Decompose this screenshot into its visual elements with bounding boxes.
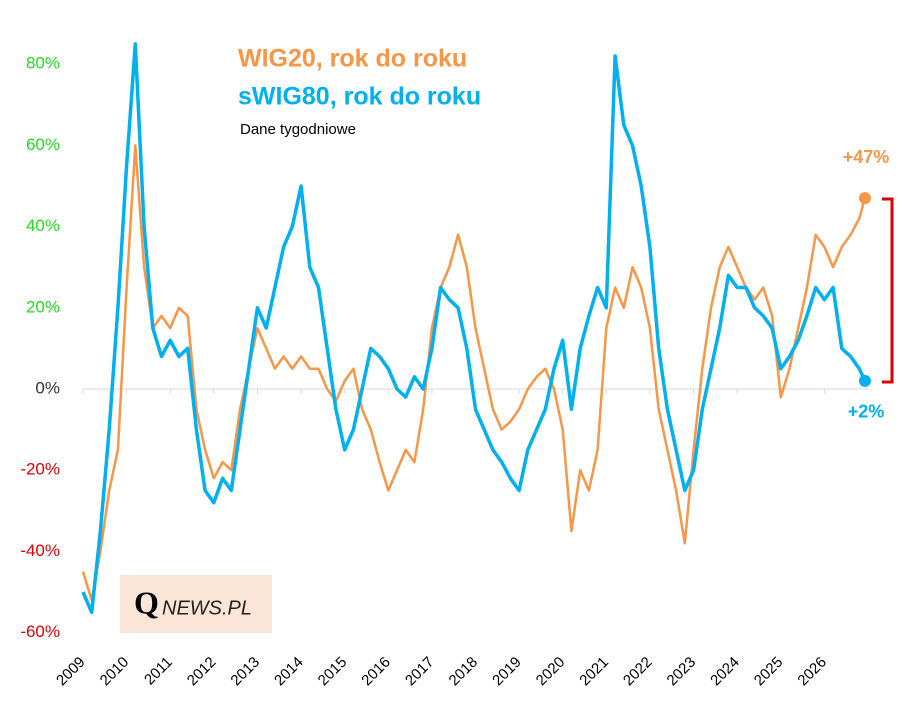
x-tick-label: 2025 <box>751 654 787 690</box>
end-label: +2% <box>848 402 885 422</box>
y-tick-label: 20% <box>26 297 60 316</box>
x-tick-label: 2026 <box>794 654 830 690</box>
y-tick-label: 0% <box>35 378 60 397</box>
x-tick-label: 2018 <box>446 654 482 690</box>
x-tick-label: 2020 <box>533 654 569 690</box>
x-tick-label: 2010 <box>97 654 133 690</box>
legend-entry: WIG20, rok do roku <box>238 45 467 73</box>
y-tick-label: 40% <box>26 216 60 235</box>
logo-mark: Q <box>134 584 159 620</box>
logo-box <box>120 575 272 633</box>
y-tick-label: 60% <box>26 135 60 154</box>
x-tick-label: 2009 <box>53 654 89 690</box>
logo-text: NEWS.PL <box>162 597 252 619</box>
y-tick-label: -40% <box>20 541 60 560</box>
chart-subtitle: Dane tygodniowe <box>240 121 356 138</box>
y-tick-label: -20% <box>20 460 60 479</box>
x-tick-label: 2022 <box>620 654 656 690</box>
legend-entry: sWIG80, rok do roku <box>238 83 481 111</box>
series-line <box>81 42 867 615</box>
end-point <box>858 374 871 387</box>
y-tick-label: 80% <box>26 54 60 73</box>
series-line <box>81 144 867 602</box>
x-tick-label: 2012 <box>184 654 220 690</box>
end-point <box>858 192 871 205</box>
x-tick-label: 2024 <box>707 654 743 690</box>
y-tick-label: -60% <box>20 622 60 641</box>
x-tick-label: 2019 <box>489 654 525 690</box>
x-tick-label: 2021 <box>576 654 612 690</box>
x-tick-label: 2023 <box>664 654 700 690</box>
x-tick-label: 2011 <box>141 654 176 689</box>
end-label: +47% <box>843 147 890 167</box>
x-tick-label: 2015 <box>315 654 351 690</box>
x-tick-label: 2016 <box>358 654 394 690</box>
x-tick-label: 2014 <box>271 654 307 690</box>
bracket <box>882 197 894 384</box>
x-tick-label: 2017 <box>402 654 438 690</box>
x-tick-label: 2013 <box>227 654 263 690</box>
